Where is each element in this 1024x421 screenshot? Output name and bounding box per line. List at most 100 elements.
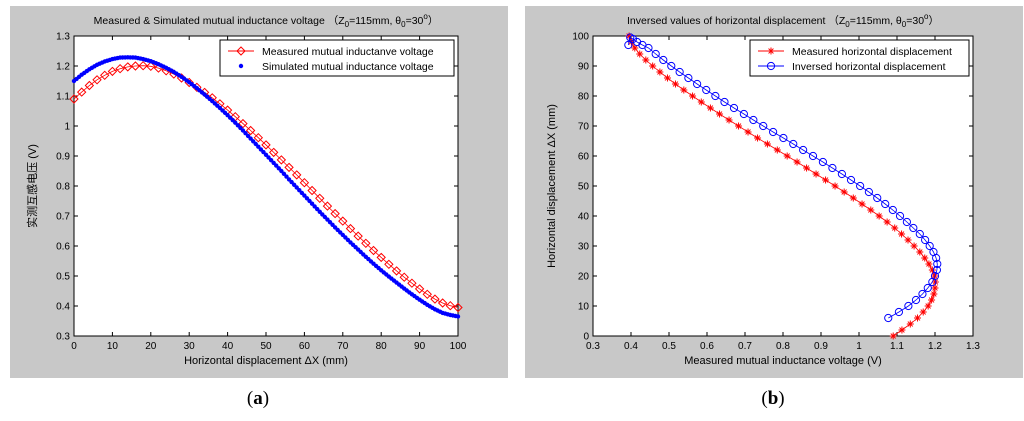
- data-point: [828, 163, 837, 173]
- chart-b: 0.3 0.4 0.5 0.6 0.7 0.8 0.9 1 1.1 1.2 1.3 0 10 20 30 40…: [546, 12, 980, 367]
- data-point: [904, 236, 912, 244]
- data-point: [407, 278, 417, 288]
- data-point: [659, 55, 668, 65]
- caption-b: (b): [761, 388, 785, 409]
- data-point: [706, 104, 714, 112]
- data-point: [281, 171, 287, 176]
- data-point: [261, 140, 271, 150]
- data-point: [769, 127, 778, 137]
- data-point: [818, 157, 827, 167]
- data-point: [793, 158, 801, 166]
- data-point: [808, 151, 818, 161]
- x-tick-label: 0.6: [700, 341, 714, 352]
- data-point: [759, 121, 768, 131]
- series-2: [624, 33, 942, 323]
- chart-panel-b: 0.3 0.4 0.5 0.6 0.7 0.8 0.9 1 1.1 1.2 1.3 0 10 20 30 40…: [525, 6, 1023, 378]
- data-point: [783, 152, 791, 160]
- legend-label: Measured horizontal displacement: [792, 46, 952, 58]
- data-point: [763, 140, 771, 148]
- x-tick-label: 0.9: [814, 341, 828, 352]
- data-point: [702, 85, 711, 95]
- data-point: [680, 86, 688, 94]
- data-point: [76, 87, 87, 97]
- data-point: [884, 313, 893, 323]
- x-tick-label: 0.8: [776, 341, 790, 352]
- data-point: [642, 56, 650, 64]
- data-point: [925, 241, 934, 251]
- y-tick-label: 1: [64, 122, 70, 133]
- data-point: [904, 301, 913, 311]
- data-point: [902, 217, 911, 227]
- legend-marker: [766, 61, 776, 71]
- data-point: [693, 79, 702, 89]
- data-point: [453, 302, 463, 313]
- legend-label: Measured mutual inductanve voltage: [262, 46, 434, 58]
- data-point: [799, 145, 808, 155]
- data-point: [130, 61, 141, 71]
- data-point: [889, 332, 897, 340]
- data-point: [928, 266, 936, 274]
- data-point: [299, 177, 310, 188]
- x-axis-label: Horizontal displacement ΔX (mm): [184, 355, 348, 367]
- data-point: [921, 254, 929, 262]
- x-tick-label: 20: [145, 341, 157, 352]
- data-point: [100, 70, 110, 81]
- data-point: [322, 201, 333, 211]
- data-point: [898, 230, 906, 238]
- chart-panel-a: 0 10 20 30 40 50 60 70 80 90 100 0.3 0.4 0.5 0.6 0.7 0.8…: [10, 6, 508, 378]
- legend: Measured mutual inductanve voltage Simula…: [219, 39, 455, 77]
- data-point: [711, 91, 720, 101]
- y-axis-label: 实测互感电压 (V): [25, 144, 39, 228]
- data-point: [632, 37, 642, 47]
- y-tick-label: 30: [578, 242, 590, 253]
- data-point: [437, 298, 448, 308]
- x-tick-label: 100: [450, 341, 467, 352]
- data-point: [831, 182, 839, 190]
- y-tick-label: 0.3: [56, 332, 70, 343]
- data-point: [399, 272, 409, 282]
- data-point: [856, 181, 865, 191]
- data-point: [864, 187, 873, 197]
- data-point: [284, 162, 294, 173]
- y-tick-label: 1.2: [56, 62, 70, 73]
- data-point: [744, 128, 752, 136]
- data-point: [245, 125, 256, 136]
- legend-marker: [238, 63, 244, 69]
- data-point: [268, 147, 279, 158]
- y-tick-label: 0.5: [56, 272, 70, 283]
- y-tick-label: 1.1: [56, 92, 70, 103]
- data-point: [925, 260, 933, 268]
- legend-marker: [236, 46, 246, 56]
- data-point: [626, 33, 635, 42]
- data-point: [391, 266, 402, 276]
- x-tick-label: 40: [222, 341, 234, 352]
- legend: Measured horizontal displacement Inversed…: [749, 39, 970, 77]
- data-point: [822, 176, 830, 184]
- data-point: [720, 97, 729, 107]
- data-point: [138, 60, 148, 71]
- data-point: [667, 61, 676, 71]
- data-point: [115, 63, 125, 74]
- chart-title: Measured & Simulated mutual inductance v…: [94, 12, 439, 29]
- y-tick-label: 0.6: [56, 242, 70, 253]
- data-point: [368, 245, 379, 256]
- data-point: [636, 50, 644, 58]
- data-point: [930, 271, 940, 281]
- data-point: [858, 200, 866, 208]
- data-point: [84, 80, 95, 91]
- data-point: [875, 212, 883, 220]
- x-tick-label: 30: [184, 341, 196, 352]
- y-tick-label: 50: [578, 182, 590, 193]
- data-point: [663, 74, 671, 82]
- data-point: [867, 206, 875, 214]
- data-point: [253, 132, 264, 143]
- data-point: [735, 122, 743, 130]
- data-point: [430, 294, 440, 304]
- data-point: [276, 155, 287, 165]
- y-tick-label: 0.8: [56, 182, 70, 193]
- data-point: [697, 98, 705, 106]
- x-tick-label: 0.4: [624, 341, 638, 352]
- data-point: [894, 307, 903, 317]
- data-point: [684, 73, 693, 83]
- y-tick-label: 0.4: [56, 302, 70, 313]
